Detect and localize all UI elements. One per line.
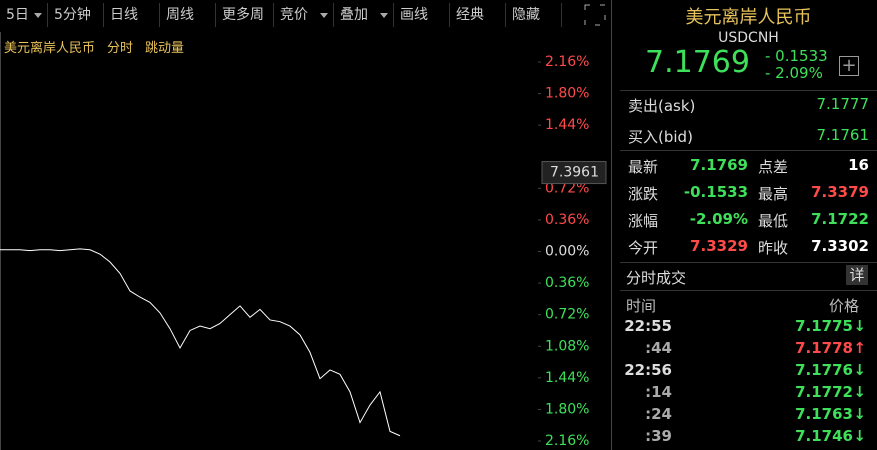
stat-value: 7.1769	[690, 156, 748, 174]
stat-label: 最低	[758, 212, 789, 230]
trade-price: 7.1778	[795, 339, 853, 357]
cursor-price: 7.3961	[550, 165, 599, 181]
button-label: 叠加	[340, 7, 368, 23]
stat-value: -0.1533	[683, 183, 748, 201]
trade-time: 22:56	[624, 361, 672, 379]
toolbar-button[interactable]: 经典	[450, 3, 506, 27]
ask-label: 卖出(ask)	[628, 97, 696, 115]
trade-arrow: ↓	[853, 427, 866, 445]
stat-value: 7.3379	[811, 183, 869, 201]
detail-button[interactable]: 详	[846, 265, 868, 285]
stat-label: 最新	[628, 158, 659, 176]
y-tick-label: 2.16%	[545, 433, 589, 449]
trade-arrow: ↓	[853, 361, 866, 379]
toolbar-button[interactable]: 画线	[394, 3, 450, 27]
separator	[620, 90, 877, 91]
fullscreen-icon[interactable]	[584, 4, 606, 26]
toolbar-button[interactable]: 隐藏	[506, 3, 562, 27]
chart-tab[interactable]: 美元离岸人民币	[4, 41, 96, 56]
button-label: 5分钟	[54, 7, 91, 23]
instrument-code: USDCNH	[718, 30, 779, 46]
stat-value: 7.3302	[811, 237, 869, 255]
stat-label: 昨收	[758, 239, 789, 257]
dropdown-arrow	[34, 13, 42, 18]
trade-time: :14	[645, 383, 672, 401]
button-label: 经典	[456, 7, 484, 23]
trade-arrow: ↓	[853, 383, 866, 401]
y-tick-label: 1.08%	[545, 338, 589, 354]
dropdown-arrow	[320, 13, 328, 18]
y-tick-label: 0.36%	[545, 212, 589, 228]
button-label: 画线	[400, 7, 428, 23]
button-label: 日线	[110, 7, 138, 23]
button-label: 竞价	[280, 7, 308, 23]
y-tick-label: 0.72%	[545, 307, 589, 323]
price-line	[0, 248, 401, 437]
ask-value: 7.1777	[816, 95, 870, 113]
change-pct: - 2.09%	[765, 64, 823, 82]
trade-price: 7.1763	[795, 405, 853, 423]
chart-tabs: 美元离岸人民币 分时 跳动量	[4, 37, 196, 56]
button-label: 隐藏	[512, 7, 540, 23]
trade-price: 7.1776	[795, 361, 853, 379]
separator	[620, 262, 877, 263]
stat-value: 7.1722	[811, 210, 869, 228]
y-tick-label: 1.80%	[545, 86, 589, 102]
y-tick-label: 2.16%	[545, 54, 589, 70]
add-button[interactable]: +	[839, 56, 859, 76]
last-price: 7.1769	[645, 45, 750, 80]
toolbar-button[interactable]: 5日	[0, 3, 48, 27]
toolbar-button[interactable]: 叠加	[334, 3, 394, 27]
y-tick-label: 1.44%	[545, 117, 589, 133]
button-label: 周线	[166, 7, 194, 23]
button-label: 更多周期	[222, 7, 264, 23]
stat-value: 16	[848, 156, 869, 174]
quote-panel: 美元离岸人民币 USDCNH 7.1769 - 0.1533 - 2.09% +…	[620, 0, 877, 450]
toolbar: 5日 5分钟 日线 周线 更多周期竞价 叠加 画线 经典 隐藏	[0, 0, 612, 30]
bid-value: 7.1761	[816, 126, 870, 144]
toolbar-button[interactable]: 竞价	[274, 3, 334, 27]
stat-label: 今开	[628, 239, 659, 257]
time-header: 时间	[626, 297, 657, 315]
trade-arrow: ↑	[853, 339, 866, 357]
bid-label: 买入(bid)	[628, 128, 693, 146]
trade-price: 7.1746	[795, 427, 853, 445]
stat-label: 点差	[758, 158, 789, 176]
y-tick-label: 0.72%	[545, 180, 589, 196]
y-tick-label: 0.00%	[545, 244, 589, 260]
trade-price: 7.1772	[795, 383, 853, 401]
change: - 0.1533	[765, 47, 828, 65]
toolbar-button[interactable]: 周线	[160, 3, 216, 27]
price-header: 价格	[828, 297, 859, 315]
toolbar-button[interactable]: 5分钟	[48, 3, 104, 27]
chart-tab[interactable]: 跳动量	[145, 41, 185, 56]
chart-tab[interactable]: 分时	[107, 41, 134, 56]
trade-arrow: ↓	[853, 405, 866, 423]
trade-time: 22:55	[624, 317, 672, 335]
stat-label: 最高	[758, 185, 789, 203]
trades-title: 分时成交	[626, 269, 687, 287]
y-tick-label: 0.36%	[545, 275, 589, 291]
trade-arrow: ↓	[853, 317, 866, 335]
instrument-name: 美元离岸人民币	[685, 7, 812, 28]
trade-time: :44	[645, 339, 672, 357]
toolbar-button[interactable]: 日线	[104, 3, 160, 27]
stat-value: -2.09%	[689, 210, 748, 228]
separator	[620, 150, 877, 151]
cursor-price-box	[541, 161, 607, 185]
y-tick-label: 1.80%	[545, 401, 589, 417]
button-label: 5日	[6, 7, 29, 23]
trade-time: :24	[645, 405, 672, 423]
y-tick-label: 1.44%	[545, 370, 589, 386]
toolbar-button[interactable]: 更多周期	[216, 3, 274, 27]
stat-value: 7.3329	[690, 237, 748, 255]
chart: 2.16% 1.80% 1.44% 0.72% 0.36% 0.00% 0.36% 0.72%…	[0, 0, 612, 450]
stat-label: 涨幅	[628, 212, 659, 230]
stat-label: 涨跌	[628, 185, 659, 203]
dropdown-arrow	[380, 13, 388, 18]
trade-time: :39	[645, 427, 672, 445]
trade-price: 7.1775	[795, 317, 853, 335]
separator	[620, 290, 877, 291]
